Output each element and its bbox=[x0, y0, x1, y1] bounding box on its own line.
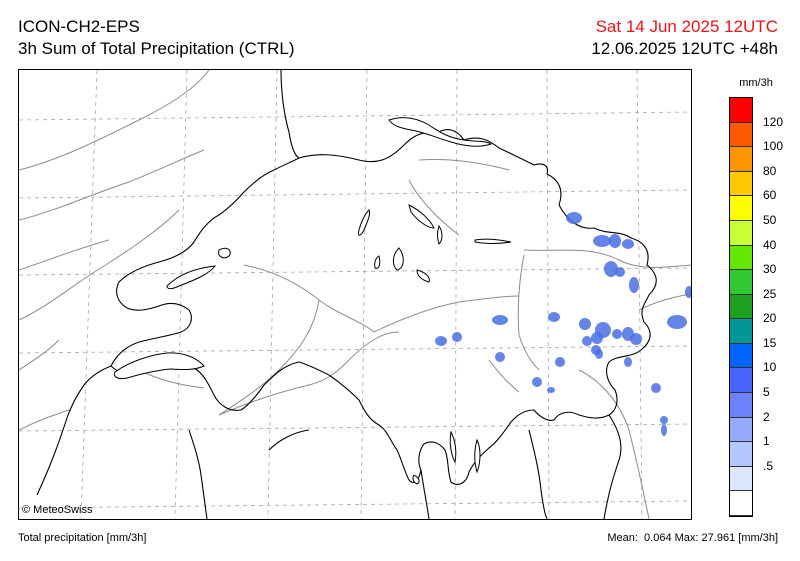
legend-color-segment bbox=[730, 368, 752, 394]
legend-tick-label: .5 bbox=[763, 458, 774, 473]
coordinate-grid bbox=[19, 70, 691, 519]
legend-color-bar bbox=[729, 97, 753, 517]
precipitation-cell bbox=[651, 383, 661, 393]
max-label: Max: bbox=[674, 532, 699, 544]
legend-color-segment bbox=[730, 442, 752, 467]
footer-statistics: Mean: 0.064 Max: 27.961 [mm/3h] bbox=[607, 532, 778, 544]
legend-tick-label: 120 bbox=[763, 114, 784, 129]
precipitation-cell bbox=[555, 357, 565, 367]
precipitation-cell bbox=[667, 315, 687, 329]
legend-tick-label: 30 bbox=[763, 262, 777, 277]
footer-variable-label: Total precipitation [mm/3h] bbox=[18, 532, 147, 544]
precipitation-cell bbox=[609, 234, 621, 248]
precipitation-cell bbox=[629, 277, 639, 293]
mean-value: 0.064 bbox=[644, 532, 672, 544]
max-value: 27.961 bbox=[701, 532, 736, 544]
model-name: ICON-CH2-EPS bbox=[18, 17, 140, 36]
valid-time: Sat 14 Jun 2025 12UTC bbox=[595, 17, 778, 36]
precipitation-cell bbox=[582, 336, 592, 346]
legend-unit: mm/3h bbox=[739, 77, 773, 89]
legend-tick-label: 25 bbox=[763, 286, 777, 301]
precipitation-cell bbox=[630, 333, 642, 345]
precipitation-cell bbox=[615, 267, 625, 277]
legend-color-segment bbox=[730, 122, 752, 148]
precipitation-cell bbox=[547, 387, 555, 393]
precipitation-cell bbox=[604, 261, 618, 277]
precipitation-cell bbox=[661, 424, 667, 436]
precipitation-cell bbox=[685, 286, 691, 298]
precipitation-cell bbox=[622, 239, 634, 249]
lakes bbox=[113, 117, 512, 485]
legend-color-segment bbox=[730, 147, 752, 172]
legend-color-segment bbox=[730, 270, 752, 295]
legend-tick-label: 60 bbox=[763, 188, 777, 203]
legend-tick-label: 20 bbox=[763, 311, 777, 326]
precipitation-cell bbox=[591, 345, 601, 355]
legend-color-segment bbox=[730, 393, 752, 418]
country-borders bbox=[36, 70, 657, 519]
precipitation-cell bbox=[435, 336, 447, 346]
precipitation-cell bbox=[579, 318, 591, 330]
precipitation-cell bbox=[566, 212, 582, 224]
legend-color-segment bbox=[730, 98, 752, 123]
product-title: 3h Sum of Total Precipitation (CTRL) bbox=[18, 39, 295, 58]
precipitation-cell bbox=[593, 235, 611, 247]
legend-tick-label: 10 bbox=[763, 360, 777, 375]
legend-color-segment bbox=[730, 245, 752, 271]
precipitation-cell bbox=[612, 329, 622, 339]
legend-color-segment bbox=[730, 417, 752, 443]
copyright-label: © MeteoSwiss bbox=[22, 504, 93, 516]
legend-color-segment bbox=[730, 294, 752, 320]
legend-color-segment bbox=[730, 171, 752, 197]
legend-tick-label: 2 bbox=[763, 409, 770, 424]
precipitation-cell bbox=[492, 315, 508, 325]
precipitation-cell bbox=[532, 377, 542, 387]
legend-tick-label: 50 bbox=[763, 212, 777, 227]
run-time: 12.06.2025 12UTC +48h bbox=[591, 39, 778, 58]
mean-label: Mean: bbox=[607, 532, 638, 544]
legend-color-segment bbox=[730, 343, 752, 369]
legend-color-segment bbox=[730, 220, 752, 246]
precipitation-map[interactable] bbox=[18, 69, 692, 520]
legend-tick-label: 5 bbox=[763, 385, 770, 400]
legend-tick-label: 1 bbox=[763, 434, 770, 449]
precipitation-cell bbox=[624, 357, 632, 367]
precipitation-cells bbox=[435, 212, 691, 436]
footer-unit: [mm/3h] bbox=[738, 532, 778, 544]
map-canvas bbox=[19, 70, 691, 519]
legend-tick-label: 40 bbox=[763, 237, 777, 252]
legend-color-segment bbox=[730, 466, 752, 492]
legend-color-segment bbox=[730, 196, 752, 221]
legend-color-segment bbox=[730, 319, 752, 344]
precipitation-cell bbox=[495, 352, 505, 362]
precipitation-cell bbox=[548, 312, 560, 322]
regional-boundaries bbox=[19, 70, 691, 519]
legend-tick-label: 100 bbox=[763, 139, 784, 154]
precipitation-cell bbox=[452, 332, 462, 342]
legend-color-segment bbox=[730, 491, 752, 516]
legend-tick-label: 15 bbox=[763, 335, 777, 350]
precipitation-cell bbox=[591, 332, 603, 344]
precipitation-cell bbox=[660, 416, 668, 424]
legend-tick-label: 80 bbox=[763, 163, 777, 178]
